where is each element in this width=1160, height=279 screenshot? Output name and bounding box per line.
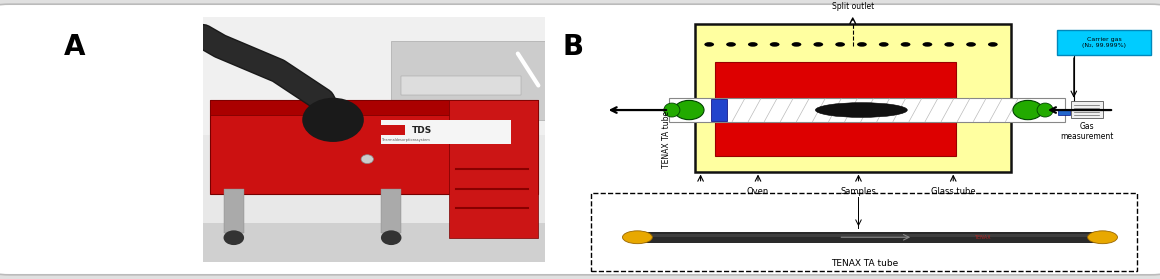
Circle shape [900, 42, 911, 47]
Bar [711, 99, 727, 121]
Circle shape [879, 42, 889, 47]
Bar [401, 76, 521, 95]
Circle shape [791, 42, 802, 47]
Text: TENAX TA tube: TENAX TA tube [661, 111, 670, 168]
Bar [380, 120, 510, 145]
Ellipse shape [1013, 100, 1043, 120]
Circle shape [748, 42, 757, 47]
Circle shape [988, 42, 998, 47]
Ellipse shape [1088, 231, 1117, 244]
Circle shape [224, 230, 244, 245]
Ellipse shape [1037, 103, 1053, 117]
Bar [715, 62, 956, 99]
Bar [592, 193, 1137, 271]
Circle shape [944, 42, 954, 47]
Bar [638, 234, 1102, 237]
Text: Glass tube: Glass tube [931, 187, 976, 196]
Text: TENAX TA tube: TENAX TA tube [831, 259, 898, 268]
Bar [695, 24, 1010, 172]
Circle shape [835, 42, 844, 47]
Bar [638, 232, 1102, 243]
Text: TENAX: TENAX [973, 235, 991, 240]
Bar [715, 118, 956, 156]
Text: Oven: Oven [747, 187, 769, 196]
Bar [210, 100, 538, 115]
Circle shape [857, 42, 867, 47]
Text: Carrier gas
(N₂, 99.999%): Carrier gas (N₂, 99.999%) [1082, 37, 1126, 48]
Circle shape [966, 42, 976, 47]
Bar [210, 100, 538, 194]
Bar [391, 41, 545, 120]
Text: A: A [64, 33, 86, 61]
Ellipse shape [674, 100, 704, 120]
Bar [380, 125, 405, 134]
Bar [203, 17, 545, 134]
Bar [669, 98, 1065, 122]
Bar [224, 189, 244, 233]
Bar [380, 189, 401, 233]
Circle shape [380, 230, 401, 245]
Circle shape [922, 42, 933, 47]
FancyBboxPatch shape [0, 4, 1160, 275]
Text: Samples: Samples [841, 187, 877, 196]
Circle shape [726, 42, 735, 47]
Text: Thermaldesorptionssystem: Thermaldesorptionssystem [380, 138, 429, 141]
Bar [203, 223, 545, 262]
Text: B: B [563, 33, 583, 61]
Text: Gas
measurement: Gas measurement [1060, 122, 1114, 141]
Ellipse shape [815, 103, 907, 117]
Bar [449, 100, 538, 238]
Text: Split outlet: Split outlet [832, 3, 873, 11]
Circle shape [813, 42, 824, 47]
Bar [1058, 109, 1070, 116]
Ellipse shape [664, 103, 680, 117]
Ellipse shape [623, 231, 652, 244]
Bar [1057, 30, 1152, 55]
Circle shape [770, 42, 780, 47]
Circle shape [303, 98, 364, 142]
Circle shape [361, 155, 374, 163]
Bar [1071, 101, 1102, 118]
Circle shape [704, 42, 715, 47]
Text: TDS: TDS [412, 126, 432, 135]
